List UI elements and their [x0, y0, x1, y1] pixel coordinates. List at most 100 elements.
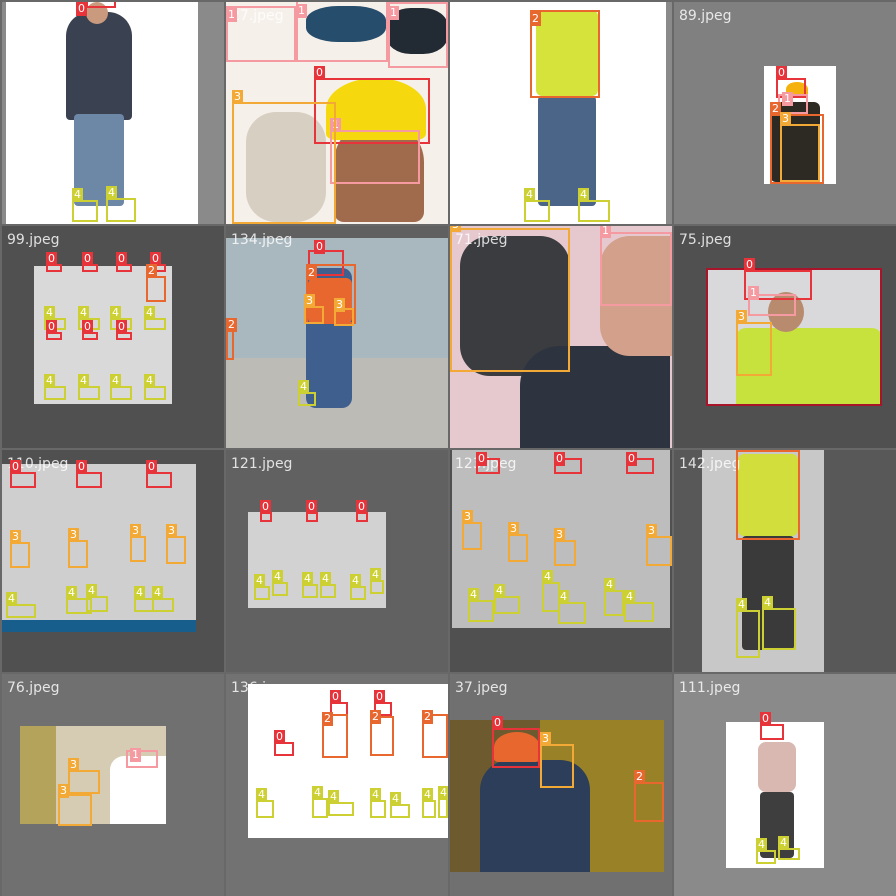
box-class-3[interactable]: 3 [166, 524, 186, 564]
box-class-0[interactable]: 0 [760, 712, 784, 740]
tile-142[interactable]: 142.jpeg 2 4 4 [674, 450, 896, 672]
box-class-3[interactable]: 3 [334, 298, 354, 326]
box-class-0[interactable]: 0 [82, 252, 98, 272]
box-class-3[interactable]: 3 [736, 310, 772, 376]
box-class-4[interactable]: 4 [110, 374, 132, 400]
box-class-1[interactable]: 1 [748, 286, 796, 316]
box-class-0[interactable]: 0 [146, 460, 172, 488]
box-class-4[interactable]: 4 [72, 188, 98, 222]
box-class-4[interactable]: 4 [370, 788, 386, 818]
box-class-2[interactable]: 2 [634, 770, 664, 822]
box-class-0[interactable]: 0 [356, 500, 368, 522]
box-class-2[interactable]: 2 [422, 710, 448, 758]
box-class-0[interactable]: 0 [306, 500, 318, 522]
box-class-4[interactable]: 4 [762, 596, 796, 650]
box-class-1[interactable]: 1 [226, 6, 296, 62]
box-class-3[interactable]: 3 [10, 530, 30, 568]
tile-94[interactable]: 94.jpeg 0 4 4 [2, 2, 224, 224]
box-class-1[interactable]: 1 [296, 2, 388, 62]
box-class-4[interactable]: 4 [468, 588, 494, 622]
box-class-0[interactable]: 0 [492, 716, 540, 768]
box-class-3[interactable]: 3 [780, 112, 820, 182]
box-class-4[interactable]: 4 [370, 568, 384, 594]
box-class-4[interactable]: 4 [86, 584, 108, 612]
box-class-0[interactable]: 0 [476, 452, 500, 474]
box-class-0[interactable]: 0 [82, 320, 98, 340]
box-class-0[interactable]: 0 [374, 690, 392, 716]
box-class-0[interactable]: 0 [46, 252, 62, 272]
box-class-0[interactable]: 0 [116, 320, 132, 340]
tile-111[interactable]: 111.jpeg 0 4 4 [674, 674, 896, 896]
box-class-3[interactable]: 3 [462, 510, 482, 550]
box-class-1[interactable]: 1 [778, 92, 808, 114]
box-class-4[interactable]: 4 [778, 836, 800, 860]
box-class-4[interactable]: 4 [494, 584, 520, 614]
box-class-0[interactable]: 0 [76, 2, 116, 16]
box-class-4[interactable]: 4 [578, 188, 610, 222]
box-class-4[interactable]: 4 [106, 186, 136, 222]
box-class-3[interactable]: 3 [58, 784, 92, 826]
tile-141[interactable]: 141.jpeg 2 4 4 [450, 2, 672, 224]
box-class-4[interactable]: 4 [78, 374, 100, 400]
box-class-2[interactable]: 2 [530, 10, 600, 98]
box-class-4[interactable]: 4 [6, 592, 36, 618]
tile-123[interactable]: 123.jpeg 0 0 0 3 3 3 3 4 4 4 4 4 4 [450, 450, 672, 672]
box-class-0[interactable]: 0 [260, 500, 272, 522]
box-class-0[interactable]: 0 [46, 320, 62, 340]
box-class-4[interactable]: 4 [756, 838, 776, 864]
tile-134[interactable]: 134.jpeg 0 2 3 3 2 4 [226, 226, 448, 448]
tile-110[interactable]: 110.jpeg 0 0 0 3 3 3 3 4 4 4 4 4 [2, 450, 224, 672]
tile-27[interactable]: 27.jpeg 1 1 1 0 1 3 [226, 2, 448, 224]
tile-89[interactable]: 89.jpeg 0 1 2 3 [674, 2, 896, 224]
box-class-1[interactable]: 1 [600, 226, 672, 306]
box-class-0[interactable]: 0 [706, 268, 882, 406]
box-class-0[interactable]: 0 [314, 66, 430, 144]
box-class-0[interactable]: 0 [554, 452, 582, 474]
box-class-4[interactable]: 4 [524, 188, 550, 222]
box-class-4[interactable]: 4 [254, 574, 270, 600]
box-class-0[interactable]: 0 [76, 460, 102, 488]
box-class-4[interactable]: 4 [390, 792, 410, 818]
box-class-4[interactable]: 4 [438, 786, 448, 818]
box-class-0[interactable]: 0 [626, 452, 654, 474]
tile-75[interactable]: 75.jpeg 0 0 1 3 [674, 226, 896, 448]
box-class-0[interactable]: 0 [10, 460, 36, 488]
box-class-2[interactable]: 2 [770, 102, 824, 184]
box-class-0[interactable]: 0 [744, 258, 812, 300]
box-class-1[interactable]: 1 [388, 2, 448, 68]
box-class-3[interactable]: 3 [304, 294, 324, 324]
box-class-0[interactable]: 0 [116, 252, 132, 272]
box-class-4[interactable]: 4 [350, 574, 366, 600]
box-class-0[interactable]: 0 [274, 730, 294, 756]
box-class-4[interactable]: 4 [312, 786, 328, 818]
box-class-4[interactable]: 4 [558, 590, 586, 624]
box-class-1[interactable]: 1 [330, 118, 420, 184]
box-class-2[interactable]: 2 [370, 710, 394, 756]
tile-121[interactable]: 121.jpeg 0 0 0 4 4 4 4 4 4 [226, 450, 448, 672]
box-class-3[interactable]: 3 [554, 528, 576, 566]
box-class-4[interactable]: 4 [736, 598, 760, 658]
box-class-1[interactable]: 1 [126, 748, 158, 768]
box-class-4[interactable]: 4 [256, 788, 274, 818]
box-class-4[interactable]: 4 [422, 788, 436, 818]
box-class-3[interactable]: 3 [450, 226, 570, 372]
box-class-4[interactable]: 4 [298, 380, 316, 406]
box-class-4[interactable]: 4 [144, 374, 166, 400]
box-class-4[interactable]: 4 [328, 790, 354, 816]
box-class-4[interactable]: 4 [152, 586, 174, 612]
box-class-2[interactable]: 2 [322, 712, 348, 758]
tile-37[interactable]: 37.jpeg 0 3 2 [450, 674, 672, 896]
box-class-4[interactable]: 4 [604, 578, 624, 616]
box-class-3[interactable]: 3 [646, 524, 672, 566]
box-class-3[interactable]: 3 [68, 758, 100, 794]
box-class-0[interactable]: 0 [308, 240, 344, 276]
box-class-3[interactable]: 3 [232, 90, 336, 224]
box-class-3[interactable]: 3 [508, 522, 528, 562]
box-class-4[interactable]: 4 [144, 306, 166, 330]
box-class-4[interactable]: 4 [320, 572, 336, 598]
box-class-4[interactable]: 4 [624, 590, 654, 622]
box-class-3[interactable]: 3 [130, 524, 146, 562]
tile-71[interactable]: 71.jpeg 3 1 [450, 226, 672, 448]
box-class-4[interactable]: 4 [66, 586, 92, 614]
box-class-3[interactable]: 3 [68, 528, 88, 568]
